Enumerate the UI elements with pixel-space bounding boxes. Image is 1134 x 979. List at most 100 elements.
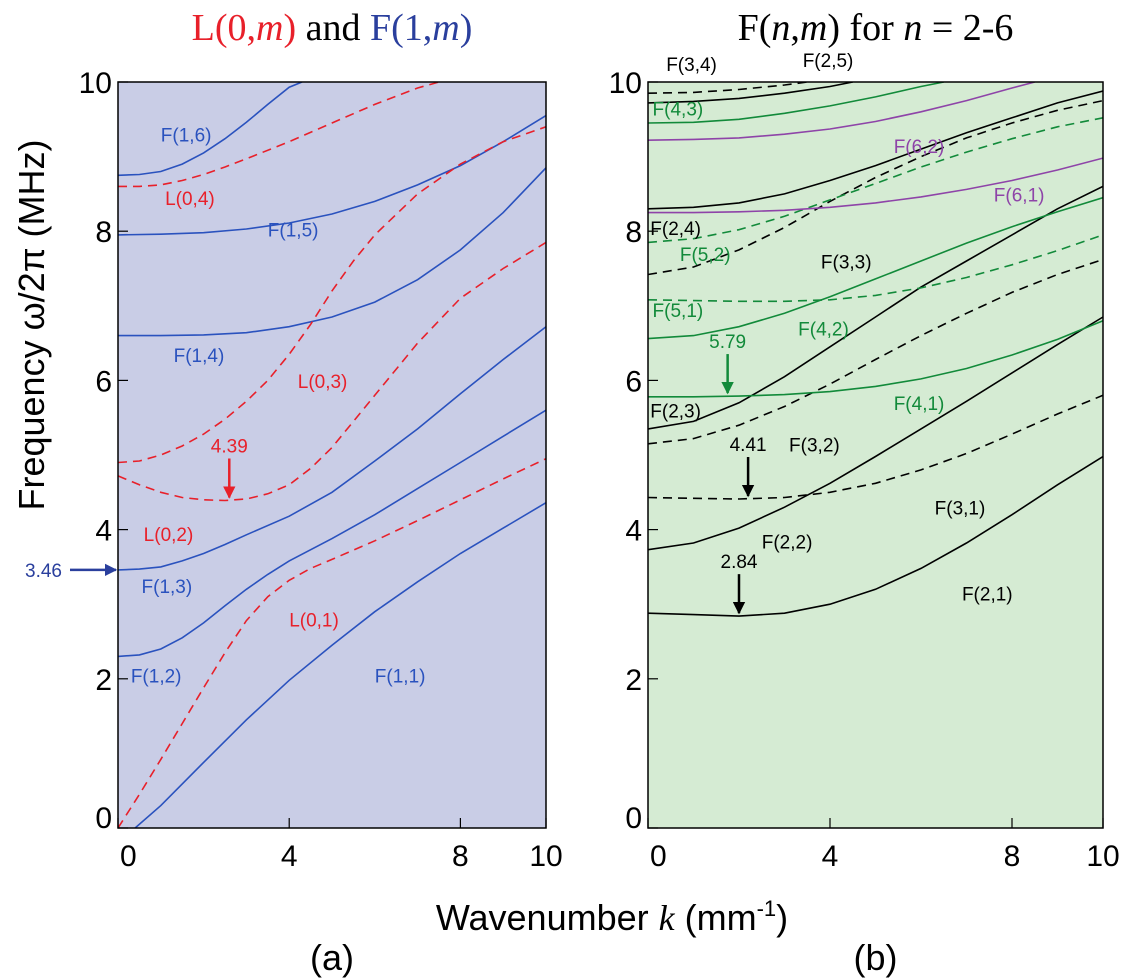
x-tick-label: 10 (1086, 840, 1119, 873)
series-line-f-5-2 (648, 117, 1103, 244)
x-tick-label: 4 (281, 840, 298, 873)
curve-label-f-2-1: F(2,1) (962, 584, 1013, 605)
annotation-label: 4.39 (211, 437, 248, 458)
plot-background (648, 82, 1103, 828)
x-tick-label: 8 (1004, 840, 1021, 873)
series-line-f-1-2 (118, 409, 546, 658)
series-line-l-0-1 (118, 457, 546, 828)
curve-label-f-3-3: F(3,3) (821, 253, 872, 274)
x-tick-label: 10 (529, 840, 562, 873)
series-line-f-1-1 (134, 502, 546, 828)
curve-label-f-3-2: F(3,2) (789, 435, 840, 456)
curve-label-f-3-1: F(3,1) (935, 499, 986, 520)
annotation-label: 2.84 (721, 552, 758, 573)
series-line-l-0-4 (118, 82, 440, 188)
series-line-f-1-4 (118, 167, 546, 337)
y-tick-label: 0 (625, 802, 642, 835)
series-line-f-1-3 (118, 326, 546, 571)
y-tick-label: 4 (95, 515, 112, 548)
series-line-f-2-4 (648, 90, 1103, 210)
series-line-f-1-6 (118, 82, 303, 177)
panel-a: L(0,m) and F(1,m)0 4 8 100246810F(1,6)L(0,4… (25, 7, 563, 978)
curve-label-f-1-3: F(1,3) (142, 577, 193, 598)
curve-label-f-1-4: F(1,4) (174, 346, 225, 367)
curve-label-l-0-2: L(0,2) (144, 525, 194, 546)
panel-title-part: ) (460, 7, 473, 49)
x-axis-label: Wavenumber k (mm-1) (436, 896, 788, 938)
curve-label-f-5-1: F(5,1) (653, 301, 704, 322)
curve-label-f-1-6: F(1,6) (161, 126, 212, 147)
panel-title-part: m (800, 7, 827, 49)
x-tick-label: 0 (650, 840, 667, 873)
panel-title-part: m (256, 7, 283, 49)
panel-title-part: m (432, 7, 459, 49)
curve-label-f-1-5: F(1,5) (268, 220, 319, 241)
curve-label-f-2-2: F(2,2) (762, 532, 813, 553)
panel-title-part: F( (738, 7, 772, 49)
panel-label: (b) (854, 937, 898, 978)
curve-label-f-6-2: F(6,2) (894, 137, 945, 158)
x-tick-label: 0 (120, 840, 137, 873)
annotation-label: 5.79 (709, 332, 746, 353)
series-line-f-2-3 (648, 185, 1103, 430)
series-line-l-0-2 (118, 241, 546, 502)
curve-label-f-1-1: F(1,1) (375, 667, 426, 688)
y-tick-label: 4 (625, 515, 642, 548)
y-tick-label: 10 (609, 67, 642, 100)
series-line-f-4-1 (648, 319, 1103, 398)
series-line-f-6-1 (648, 157, 1103, 214)
y-tick-label: 8 (625, 216, 642, 249)
series-group (648, 82, 1103, 617)
series-line-f-2-5 (648, 82, 853, 104)
y-tick-label: 8 (95, 216, 112, 249)
panel-title: F(n,m) for n = 2-6 (738, 7, 1014, 49)
series-line-f-5-1 (648, 234, 1103, 303)
curve-label-f-2-3: F(2,3) (650, 402, 701, 423)
panel-title-part: ) for (827, 7, 903, 49)
panel-title-part: ) (283, 7, 296, 49)
curve-label-f-4-1: F(4,1) (894, 394, 945, 415)
curve-label-f-5-2: F(5,2) (680, 245, 731, 266)
y-tick-label: 2 (625, 664, 642, 697)
x-tick-label: 4 (822, 840, 839, 873)
panel-title-part: F(1, (370, 7, 432, 49)
series-group (118, 82, 546, 828)
curve-label-f-4-2: F(4,2) (798, 320, 849, 341)
panel-title-part: = 2-6 (922, 7, 1013, 49)
y-tick-label: 0 (95, 802, 112, 835)
y-tick-label: 2 (95, 664, 112, 697)
plot-frame (117, 81, 547, 829)
panel-label: (a) (310, 937, 354, 978)
plot-frame (647, 81, 1104, 829)
curve-label-f-3-4: F(3,4) (666, 55, 717, 76)
series-line-f-3-3 (648, 99, 1103, 276)
curve-label-l-0-4: L(0,4) (165, 189, 215, 210)
curve-label-f-4-3: F(4,3) (653, 100, 704, 121)
curve-label-f-1-2: F(1,2) (131, 667, 182, 688)
series-line-f-3-4 (648, 82, 808, 94)
y-tick-label: 6 (95, 365, 112, 398)
series-line-f-6-2 (648, 82, 1036, 141)
curve-label-f-2-4: F(2,4) (650, 219, 701, 240)
panel-title-part: L(0, (192, 7, 256, 49)
panel-title-part: n (771, 7, 790, 49)
panel-title: L(0,m) and F(1,m) (192, 7, 473, 49)
panel-title-part: , (790, 7, 800, 49)
panel-title-part: and (296, 7, 370, 49)
y-tick-label: 10 (79, 67, 112, 100)
curve-label-f-2-5: F(2,5) (803, 51, 854, 72)
series-line-f-3-2 (648, 258, 1103, 445)
curve-label-l-0-3: L(0,3) (298, 372, 348, 393)
annotation-label: 3.46 (25, 561, 62, 582)
series-line-f-3-1 (648, 394, 1103, 500)
plot-background (118, 82, 546, 828)
series-line-f-2-1 (648, 455, 1103, 617)
curve-label-f-6-1: F(6,1) (994, 185, 1045, 206)
series-line-f-4-2 (648, 196, 1103, 340)
panel-title-part: n (903, 7, 922, 49)
y-axis-label: Frequency ω/2π (MHz) (11, 139, 52, 510)
annotation-label: 4.41 (730, 435, 767, 456)
series-line-f-2-2 (648, 316, 1103, 551)
